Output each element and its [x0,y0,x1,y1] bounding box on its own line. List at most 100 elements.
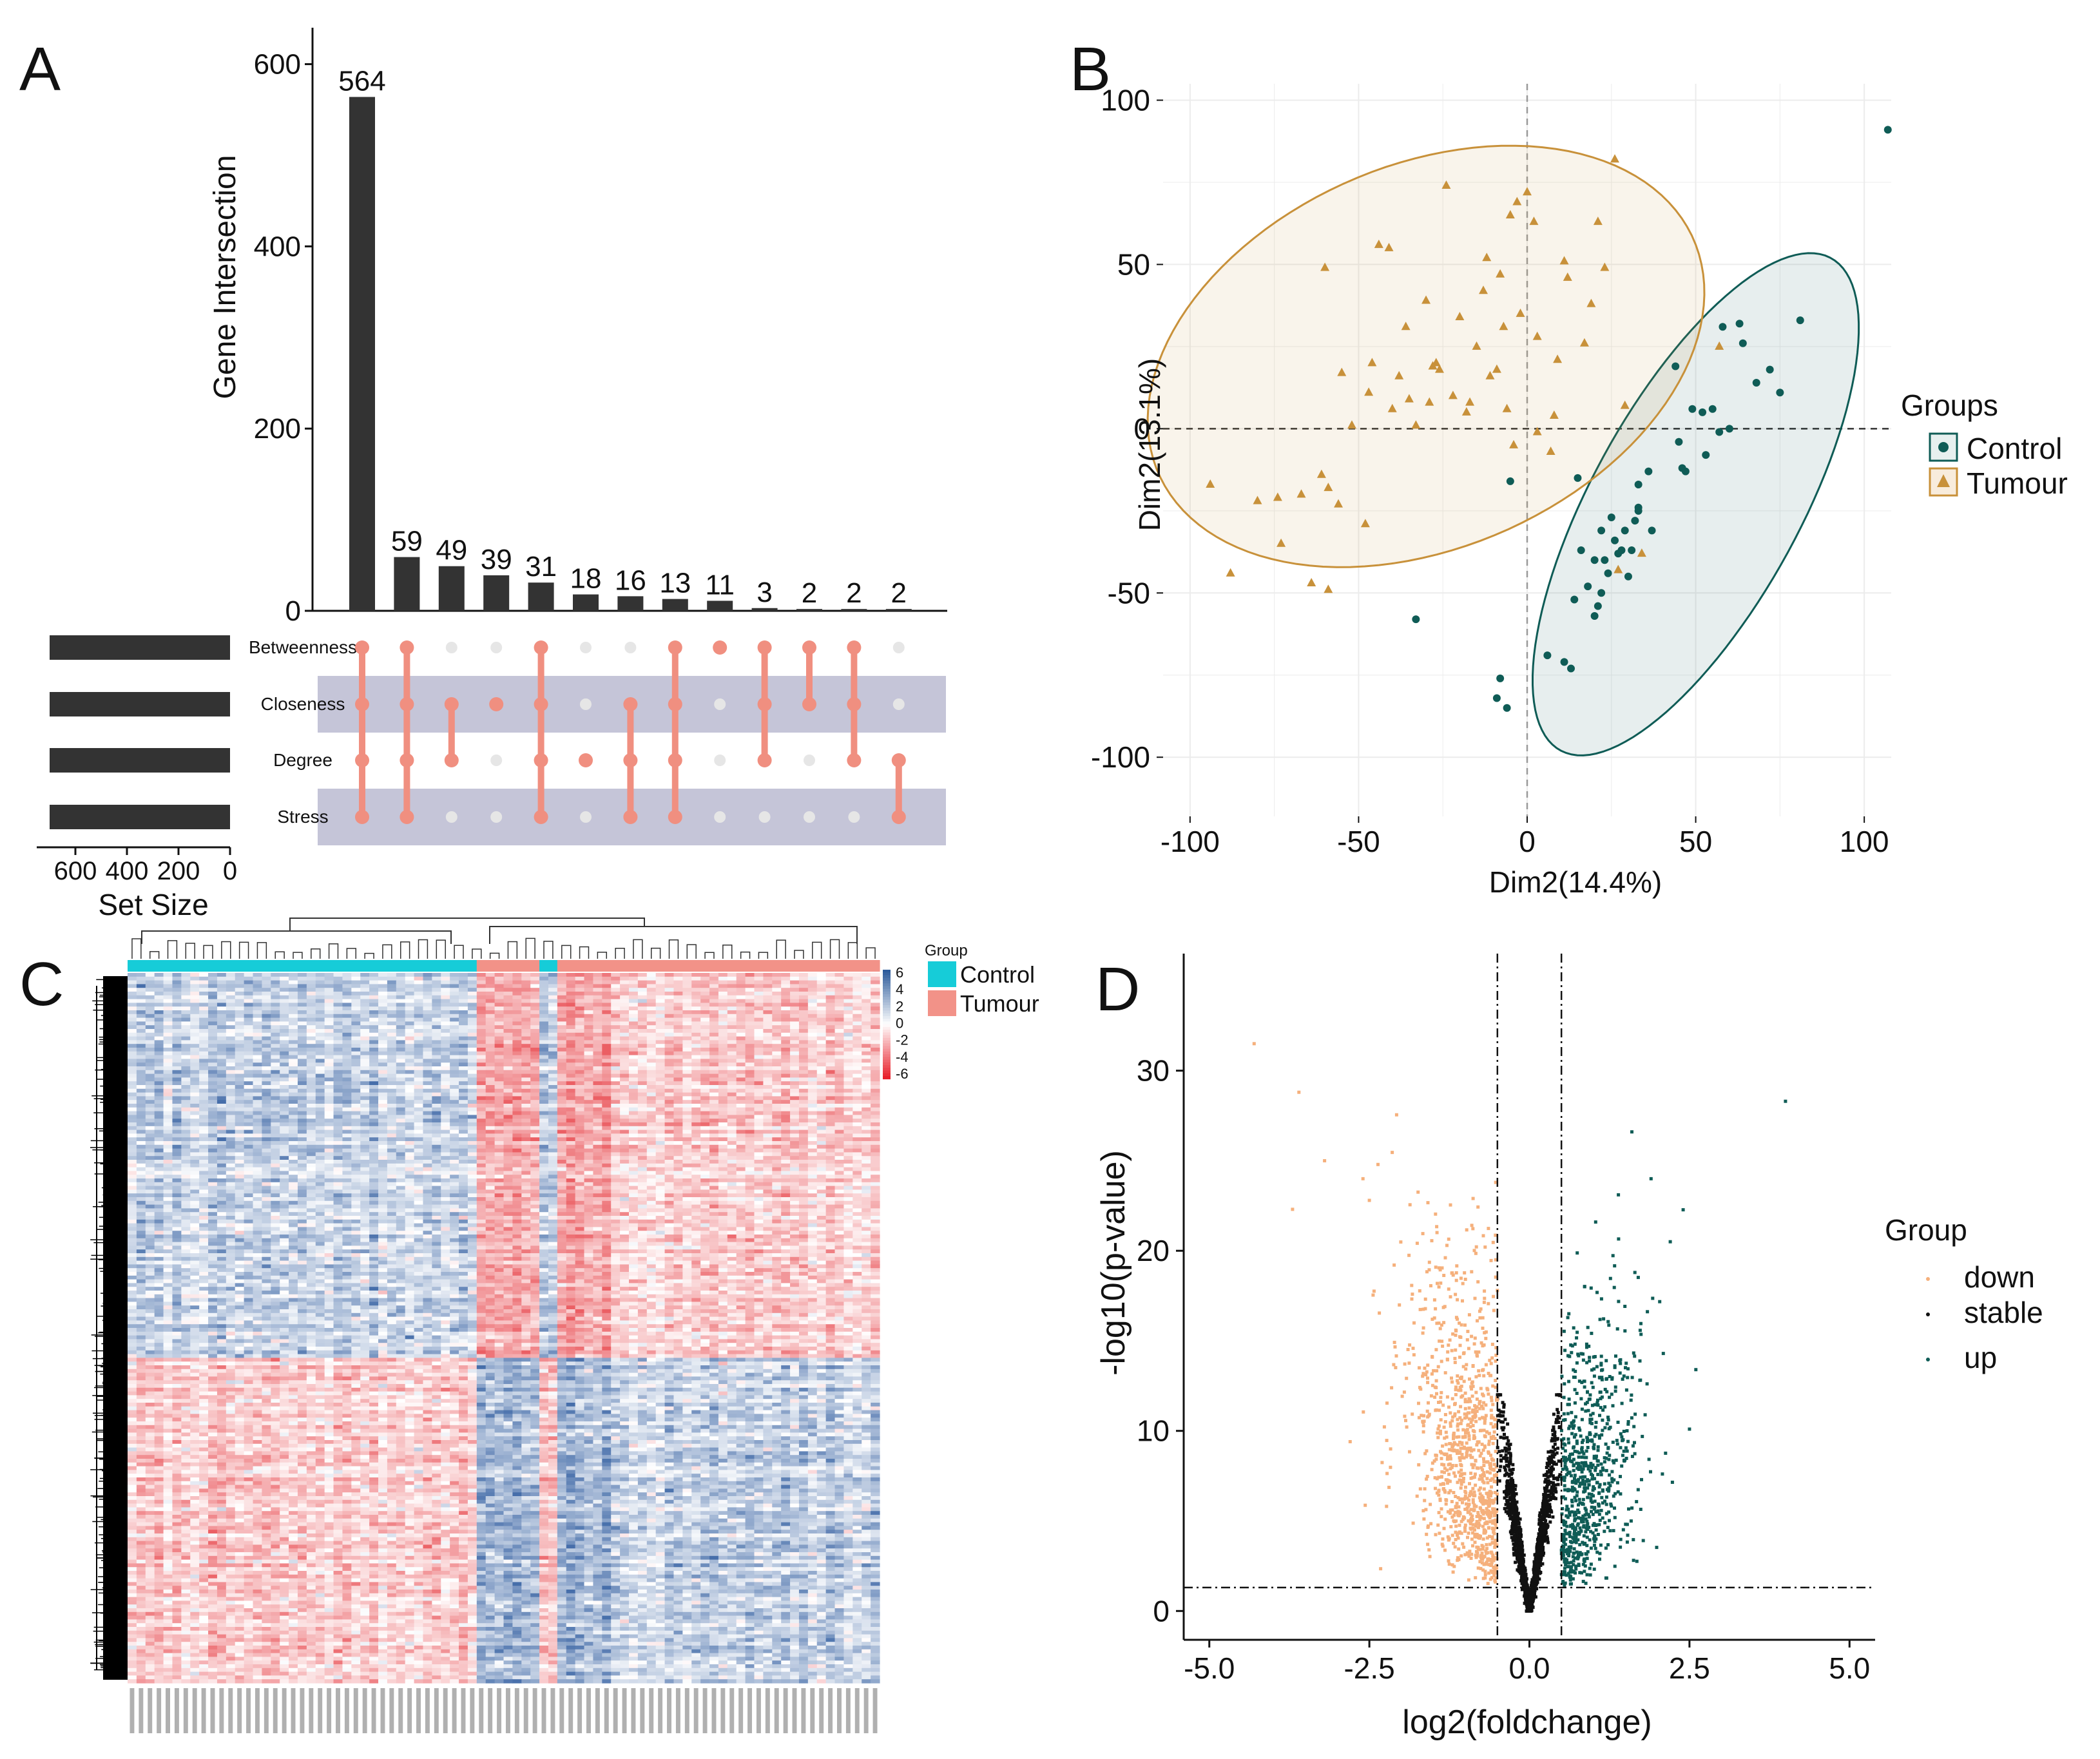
heatmap-cell [727,1055,737,1059]
heatmap-cell [423,1126,432,1131]
heatmap-cell [226,1129,236,1134]
heatmap-cell [566,1119,576,1123]
heatmap-cell [271,995,280,1000]
heatmap-cell [834,1096,845,1101]
heatmap-cell [664,1029,675,1033]
heatmap-cell [539,1062,549,1067]
heatmap-cell [862,992,871,996]
heatmap-cell [575,1006,585,1011]
heatmap-cell [441,999,450,1003]
heatmap-cell [280,1085,289,1090]
heatmap-cell [476,1032,486,1037]
heatmap-cell [405,1066,415,1071]
heatmap-cell [575,1107,585,1112]
heatmap-cell [235,1115,245,1119]
heatmap-cell [244,1010,254,1015]
heatmap-cell [575,1144,585,1149]
heatmap-cell [709,1100,719,1104]
heatmap-cell [450,1137,459,1142]
heatmap-cell [423,1160,432,1164]
heatmap-cell [682,1051,692,1056]
heatmap-cell [611,1096,621,1101]
heatmap-cell [324,1126,334,1131]
heatmap-cell [834,1107,845,1112]
heatmap-cell [566,1048,576,1052]
heatmap-cell [333,1006,343,1011]
heatmap-cell [315,976,325,981]
heatmap-cell [629,1085,639,1090]
heatmap-cell [611,1066,621,1071]
heatmap-cell [637,988,648,992]
heatmap-cell [378,1152,388,1157]
heatmap-cell [450,999,459,1003]
heatmap-cell [351,1141,361,1146]
heatmap-cell [843,1129,853,1134]
heatmap-cell [807,1059,818,1063]
heatmap-cell [512,1048,522,1052]
heatmap-cell [145,1160,155,1164]
heatmap-cell [244,1051,254,1056]
control-point [1675,437,1683,446]
heatmap-cell [664,1036,675,1041]
heatmap-cell [369,1073,379,1078]
heatmap-cell [798,1119,809,1123]
heatmap-cell [136,1144,146,1149]
heatmap-cell [611,1111,621,1115]
heatmap-cell [807,1148,818,1153]
heatmap-cell [387,1032,397,1037]
heatmap-cell [673,1129,683,1134]
heatmap-cell [691,1048,701,1052]
tumour-point [1461,407,1471,416]
heatmap-cell [396,1010,406,1015]
annotation-cell [637,960,648,972]
heatmap-cell [512,1059,522,1063]
heatmap-cell [306,1104,316,1108]
heatmap-cell [217,1163,227,1168]
heatmap-cell [682,980,692,985]
heatmap-cell [825,995,836,1000]
heatmap-cell [154,1014,164,1019]
heatmap-cell [387,1070,397,1075]
heatmap-cell [816,1025,827,1030]
heatmap-cell [566,1129,576,1134]
heatmap-cell [825,1115,836,1119]
heatmap-cell [825,1088,836,1093]
heatmap-cell [459,1077,468,1082]
heatmap-cell [763,1129,773,1134]
heatmap-cell [727,1036,737,1041]
heatmap-cell [781,999,791,1003]
heatmap-cell [262,1066,271,1071]
heatmap-cell [664,1003,675,1007]
heatmap-cell [289,1073,298,1078]
heatmap-cell [709,1104,719,1108]
heatmap-cell [637,1137,648,1142]
heatmap-cell [602,1119,612,1123]
heatmap-cell [871,1163,880,1168]
heatmap-cell [862,1010,871,1015]
heatmap-cell [521,1141,531,1146]
heatmap-cell [476,1025,486,1030]
heatmap-cell [512,976,522,981]
heatmap-cell [629,1096,639,1101]
heatmap-cell [289,1010,298,1015]
heatmap-cell [459,1111,468,1115]
heatmap-cell [754,999,764,1003]
annotation-cell [664,960,675,972]
heatmap-cell [136,1051,146,1056]
heatmap-cell [825,1048,836,1052]
heatmap-cell [620,1010,630,1015]
heatmap-cell [378,1040,388,1044]
heatmap-cell [351,1025,361,1030]
heatmap-cell [396,1040,406,1044]
heatmap-cell [566,1040,576,1044]
heatmap-cell [862,1025,871,1030]
membership-dot [802,697,816,711]
heatmap-cell [315,1021,325,1026]
heatmap-cell [655,980,666,985]
heatmap-cell [226,1085,236,1090]
heatmap-cell [575,1040,585,1044]
heatmap-cell [280,1148,289,1153]
heatmap-cell [441,1156,450,1160]
heatmap-cell [566,1096,576,1101]
heatmap-cell [629,1059,639,1063]
